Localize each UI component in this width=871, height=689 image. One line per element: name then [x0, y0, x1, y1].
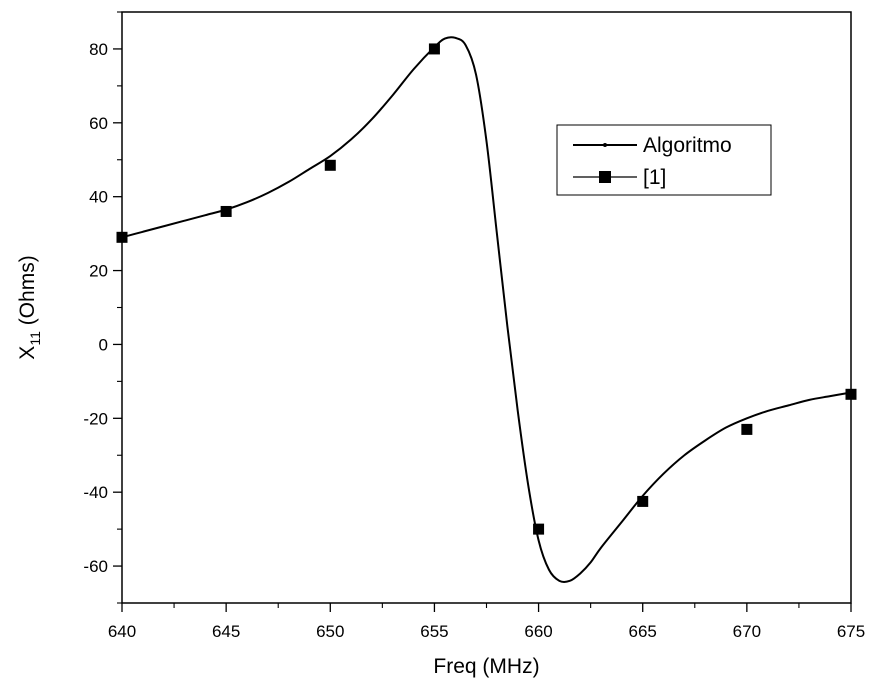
legend-dot [603, 143, 607, 147]
y-tick-label: -40 [83, 483, 108, 502]
y-axis-title-main: X [16, 346, 39, 360]
legend-box [556, 124, 772, 196]
y-tick-label: 80 [89, 40, 108, 59]
series-ref1-marker [533, 523, 545, 535]
x-tick-label: 675 [837, 622, 865, 641]
plot-border [121, 11, 852, 604]
y-tick-label: -60 [83, 557, 108, 576]
y-axis-title-subscript: 11 [27, 331, 43, 346]
x-axis-ticks: 640 645 650 655 660 665 670 675 [108, 603, 865, 641]
x-axis-title: Freq (MHz) [433, 655, 539, 678]
legend-label: Algoritmo [643, 134, 732, 157]
y-axis-ticks: -60 -40 -20 0 20 40 60 80 [83, 11, 122, 604]
plot-frame [121, 11, 852, 604]
y-tick-label: 20 [89, 262, 108, 281]
y-axis-title-rest: (Ohms) [16, 255, 39, 331]
series-ref1-marker [741, 423, 753, 435]
series-layer [116, 36, 857, 583]
series-ref1-marker [324, 159, 336, 171]
y-tick-label: 0 [99, 335, 108, 354]
x-tick-label: 645 [212, 622, 240, 641]
legend-label: [1] [643, 166, 666, 189]
series-ref1-marker [845, 388, 857, 400]
x-tick-label: 665 [629, 622, 657, 641]
series-algoritmo-line [121, 36, 852, 583]
y-axis-title: X11 (Ohms) [16, 255, 43, 359]
legend: Algoritmo [1] [556, 124, 772, 196]
x-tick-label: 660 [524, 622, 552, 641]
y-tick-label: 40 [89, 188, 108, 207]
series-ref1-marker [220, 205, 232, 217]
x-tick-label: 655 [420, 622, 448, 641]
series-ref1-marker [428, 43, 440, 55]
y-tick-label: -20 [83, 409, 108, 428]
x-tick-label: 640 [108, 622, 136, 641]
series-ref1-marker [116, 231, 128, 243]
legend-marker [599, 171, 611, 183]
x-tick-label: 650 [316, 622, 344, 641]
y-tick-label: 60 [89, 114, 108, 133]
x-tick-label: 670 [733, 622, 761, 641]
series-ref1-marker [637, 495, 649, 507]
